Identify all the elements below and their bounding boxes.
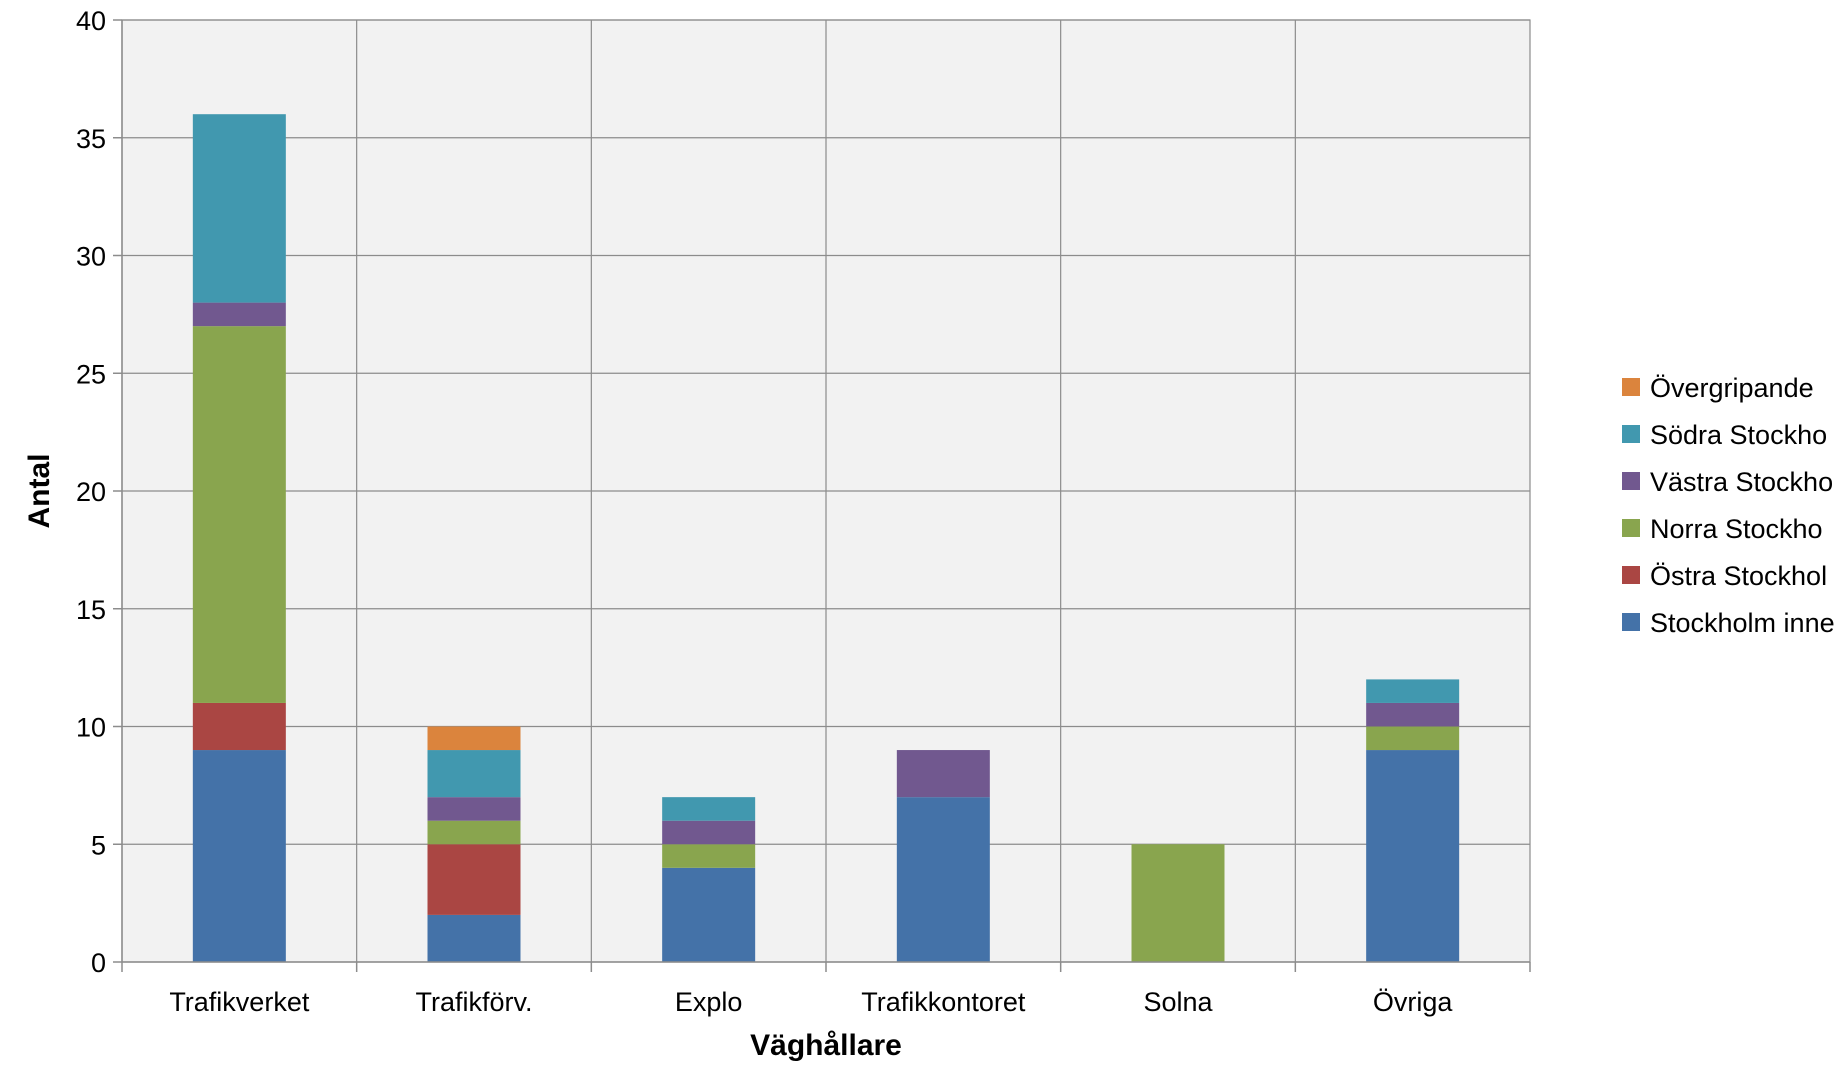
- x-axis-title: Väghållare: [750, 1029, 902, 1062]
- bar-segment-stockholm-inne: [1366, 750, 1460, 962]
- bar-segment-v-stra-stockho: [1366, 702, 1460, 727]
- bar-segment-s-dra-stockho: [1366, 679, 1460, 703]
- y-tick-label: 5: [91, 830, 106, 860]
- bar-segment-norra-stockho: [662, 844, 756, 868]
- bar-segment-norra-stockho: [427, 820, 521, 845]
- bar-segment-s-dra-stockho: [192, 114, 286, 303]
- legend-label: Södra Stockho: [1650, 420, 1827, 450]
- bar-segment-v-stra-stockho: [192, 302, 286, 327]
- y-tick-label: 20: [76, 477, 106, 507]
- legend-label: Östra Stockhol: [1650, 561, 1827, 591]
- legend-item-v-stra-stockho: Västra Stockho: [1622, 467, 1833, 497]
- bar-segment-v-stra-stockho: [662, 820, 756, 845]
- bar-segment-norra-stockho: [192, 326, 286, 703]
- bar-segment--stra-stockhol: [427, 844, 521, 915]
- bar-segment-v-stra-stockho: [896, 750, 990, 798]
- y-tick-label: 15: [76, 595, 106, 625]
- legend-label: Övergripande: [1650, 373, 1814, 403]
- legend-item-s-dra-stockho: Södra Stockho: [1622, 420, 1827, 450]
- legend-label: Stockholm inne: [1650, 608, 1835, 638]
- legend-swatch: [1622, 425, 1640, 443]
- bar-segment-stockholm-inne: [427, 914, 521, 962]
- x-tick-label: Övriga: [1373, 987, 1454, 1017]
- x-tick-label: Trafikkontoret: [861, 987, 1026, 1017]
- x-tick-label: Solna: [1143, 987, 1213, 1017]
- bar-segment-stockholm-inne: [662, 867, 756, 962]
- bar-segment-s-dra-stockho: [427, 750, 521, 798]
- legend-label: Norra Stockho: [1650, 514, 1823, 544]
- y-tick-label: 40: [76, 6, 106, 36]
- bar-segment-v-stra-stockho: [427, 797, 521, 821]
- y-tick-label: 35: [76, 124, 106, 154]
- legend-item-stockholm-inne: Stockholm inne: [1622, 608, 1835, 638]
- bar-segment--stra-stockhol: [192, 702, 286, 751]
- y-axis-title: Antal: [23, 454, 56, 529]
- legend-item-norra-stockho: Norra Stockho: [1622, 514, 1823, 544]
- bar-segment-s-dra-stockho: [662, 797, 756, 821]
- y-tick-label: 25: [76, 359, 106, 389]
- y-tick-label: 30: [76, 242, 106, 272]
- bar-segment-norra-stockho: [1366, 726, 1460, 751]
- legend-item--vergripande: Övergripande: [1622, 373, 1814, 403]
- x-tick-label: Trafikförv.: [415, 987, 532, 1017]
- y-tick-label: 0: [91, 948, 106, 978]
- legend-item--stra-stockhol: Östra Stockhol: [1622, 561, 1827, 591]
- legend: Övergripande Södra Stockho Västra Stockho N…: [1622, 373, 1835, 638]
- legend-swatch: [1622, 378, 1640, 396]
- x-tick-label: Trafikverket: [169, 987, 310, 1017]
- legend-swatch: [1622, 613, 1640, 631]
- bar-segment-norra-stockho: [1131, 844, 1225, 962]
- legend-swatch: [1622, 519, 1640, 537]
- x-tick-label: Explo: [675, 987, 743, 1017]
- y-tick-label: 10: [76, 713, 106, 743]
- legend-label: Västra Stockho: [1650, 467, 1833, 497]
- bar-segment-stockholm-inne: [896, 797, 990, 962]
- legend-swatch: [1622, 566, 1640, 584]
- legend-swatch: [1622, 472, 1640, 490]
- bar-segment--vergripande: [427, 726, 521, 751]
- bar-segment-stockholm-inne: [192, 750, 286, 962]
